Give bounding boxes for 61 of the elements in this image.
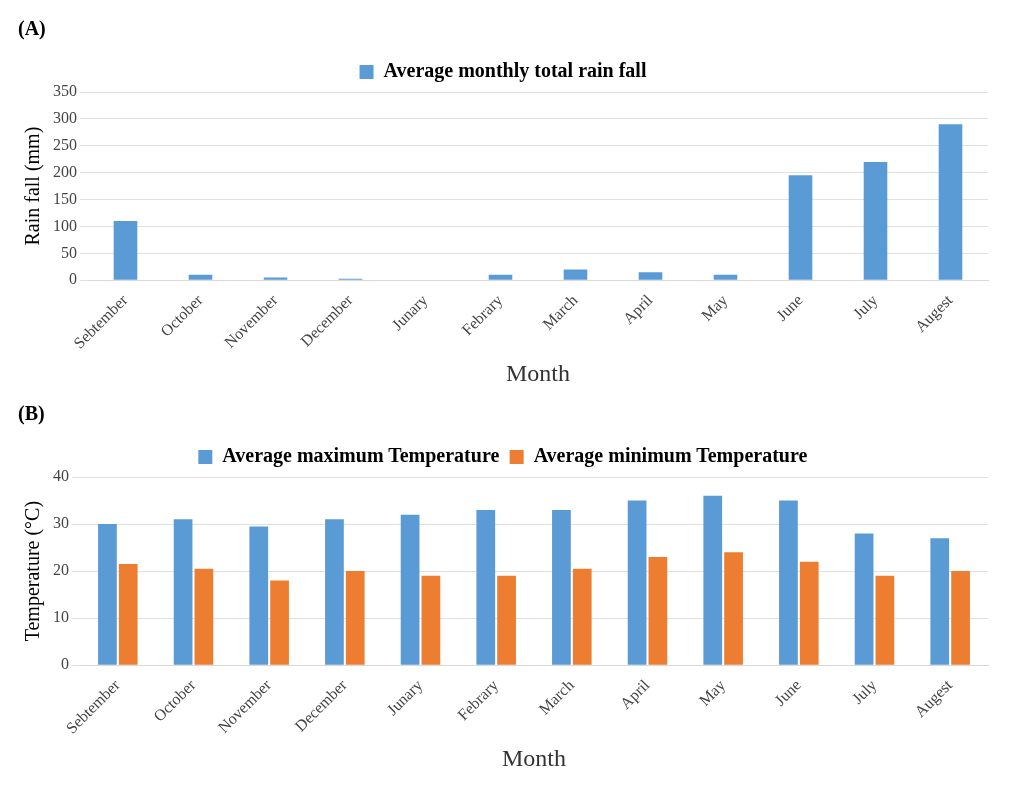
bar bbox=[325, 519, 344, 665]
y-tick-label: 250 bbox=[53, 135, 77, 153]
y-tick-label: 20 bbox=[53, 561, 69, 579]
y-axis-title: Rain fall (mm) bbox=[21, 126, 45, 246]
bar bbox=[638, 272, 663, 280]
bar bbox=[951, 571, 970, 665]
bar bbox=[863, 161, 888, 280]
bar bbox=[497, 575, 516, 665]
bar bbox=[779, 500, 798, 665]
bar bbox=[713, 274, 738, 280]
bar bbox=[113, 221, 138, 280]
bar bbox=[270, 580, 289, 665]
x-tick-label: July bbox=[848, 676, 881, 708]
bar bbox=[627, 500, 647, 665]
y-tick-label: 10 bbox=[53, 608, 69, 626]
legend-label: Average minimum Temperature bbox=[533, 444, 808, 468]
y-tick-label: 50 bbox=[61, 243, 77, 261]
bar bbox=[194, 568, 214, 665]
chart-title: (B) bbox=[18, 402, 45, 426]
x-axis-title: Month bbox=[501, 744, 567, 771]
legend-label: Average monthly total rain fall bbox=[383, 59, 647, 83]
bar bbox=[799, 561, 819, 665]
bar bbox=[648, 557, 668, 665]
bar bbox=[173, 519, 193, 665]
bar bbox=[400, 514, 420, 665]
bar bbox=[421, 575, 441, 665]
x-tick-label: July bbox=[849, 291, 882, 323]
bar bbox=[249, 526, 269, 665]
bar bbox=[345, 571, 365, 665]
bar bbox=[875, 575, 895, 665]
y-tick-label: 150 bbox=[53, 189, 77, 207]
x-axis-title: Month bbox=[505, 359, 571, 386]
y-tick-label: 0 bbox=[61, 655, 69, 673]
y-tick-label: 350 bbox=[53, 82, 77, 100]
y-tick-label: 40 bbox=[53, 467, 69, 485]
bar bbox=[724, 552, 743, 665]
bar bbox=[552, 509, 571, 665]
bar bbox=[188, 274, 213, 280]
y-axis-title: Temperature (°C) bbox=[21, 500, 45, 642]
bar bbox=[572, 568, 592, 665]
bar bbox=[938, 124, 963, 280]
y-tick-label: 30 bbox=[53, 514, 69, 532]
bar bbox=[854, 533, 874, 665]
x-tick-label: June bbox=[771, 676, 804, 709]
bar bbox=[488, 274, 513, 280]
chart-title: (A) bbox=[18, 17, 46, 41]
bar bbox=[930, 538, 950, 665]
bar bbox=[788, 175, 813, 280]
y-tick-label: 300 bbox=[53, 109, 77, 127]
bar bbox=[476, 509, 496, 665]
y-tick-label: 0 bbox=[69, 270, 77, 288]
x-tick-label: May bbox=[697, 291, 732, 325]
bar bbox=[118, 564, 138, 665]
legend-label: Average maximum Temperature bbox=[222, 444, 500, 468]
x-tick-label: June bbox=[772, 291, 806, 324]
bar bbox=[98, 524, 117, 665]
x-tick-label: May bbox=[695, 676, 729, 710]
y-tick-label: 200 bbox=[53, 162, 77, 180]
bar bbox=[563, 269, 588, 280]
bar bbox=[703, 495, 723, 665]
y-tick-label: 100 bbox=[53, 216, 77, 234]
